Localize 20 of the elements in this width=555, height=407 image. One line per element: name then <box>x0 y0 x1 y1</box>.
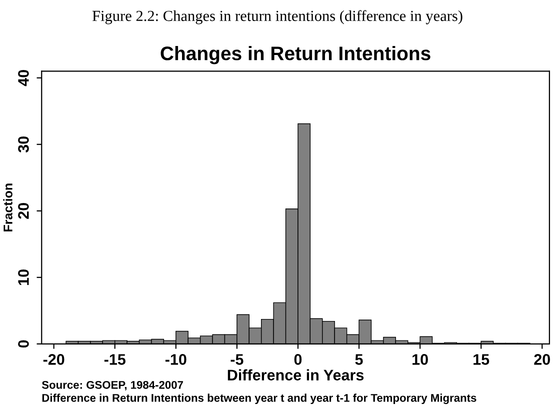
x-axis-title: Difference in Years <box>228 369 364 380</box>
chart-title: Changes in Return Intentions <box>160 46 430 64</box>
y-tick-label: 0 <box>18 340 29 348</box>
y-tick-label: 20 <box>18 203 29 219</box>
caption: Figure 2.2: Changes in return intentions (difference in years) <box>92 10 462 24</box>
x-tick-label: 5 <box>355 354 363 365</box>
x-tick-label: -5 <box>230 354 244 365</box>
source-note: Source: GSOEP, 1984-2007 <box>42 380 183 390</box>
x-tick-label: 20 <box>534 354 550 365</box>
y-tick-label: 10 <box>18 270 29 285</box>
y-tick-label: 40 <box>18 70 29 86</box>
y-tick-label: 30 <box>18 136 29 153</box>
text: Difference in Return Intentions between year t and year t-1 for Temporary Migrants <box>42 394 476 404</box>
x-tick-label: 10 <box>412 354 428 365</box>
x-tick-label: 0 <box>294 354 302 365</box>
y-axis-title: Fraction <box>3 184 12 232</box>
x-tick-label: 15 <box>474 354 490 365</box>
x-tick-label: -15 <box>104 354 126 365</box>
x-tick-label: -20 <box>43 354 64 365</box>
x-tick-label: -10 <box>165 354 186 365</box>
